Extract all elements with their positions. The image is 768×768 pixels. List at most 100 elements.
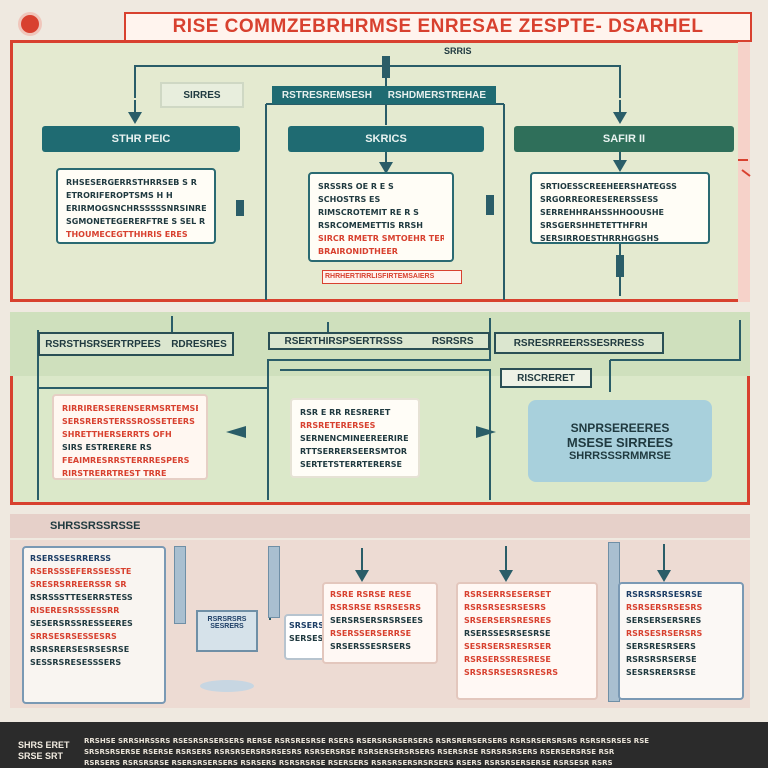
sec1-header-right: SAFIR II bbox=[514, 126, 734, 152]
sec3-card-d: RSRSERRSESERSET RSRSRSESRSESRS SRSERSERS… bbox=[456, 582, 598, 700]
card-line: SIRS ESTRERERE RS bbox=[62, 443, 152, 452]
sec1-center-label-a: RSTRESREMSESH bbox=[281, 89, 372, 101]
card-title: RSRE RSRSE RESE bbox=[330, 590, 412, 599]
sec1-card-center: SRSSRS OE R E S SCHOSTRS ES RIMSCROTEMIT… bbox=[308, 172, 454, 262]
sec1-header-center: SKRICS bbox=[288, 126, 484, 152]
card-line: SRTIOESSCREEHEERSHATEGSS bbox=[540, 182, 677, 191]
card-line: SRESRSRREERSSR SR bbox=[30, 580, 127, 589]
card-line: SERNENCMINEEREERIRE bbox=[300, 434, 409, 443]
footer-left: SHRS ERET bbox=[18, 740, 70, 750]
sec1-card-right: SRTIOESSCREEHEERSHATEGSS SRGORREORESERER… bbox=[530, 172, 710, 244]
sec2-strip-right: RSRESRREERSSESRRESS bbox=[494, 332, 664, 354]
sec2-strip-mid-a: RSERTHIRSPSERTRSSS bbox=[284, 335, 403, 347]
card-line: RSR E RR RESRERET bbox=[300, 408, 391, 417]
card-line: SERSERSERSRES bbox=[626, 616, 702, 625]
sec3-monitor-base bbox=[200, 680, 254, 692]
card-line: SIRCR RMETR SMTOEHR TER bbox=[318, 234, 444, 243]
card-line: SERSRESRSERS bbox=[626, 642, 696, 651]
card-line: RSRSERSRSESRS bbox=[626, 603, 703, 612]
footer-text-block: RRSHSE SRRSHRSSRS RSESRSRSERSERS RERSE R… bbox=[84, 736, 760, 768]
sec2-strip-left: RSRSTHSRSERTRPEES RDRESRES bbox=[38, 332, 234, 356]
card-line: RHSESERGERRSTHRRSEB S R bbox=[66, 178, 197, 187]
section-one-side-strip bbox=[738, 40, 750, 302]
card-line: SESERSRSSRESSEERES bbox=[30, 619, 133, 628]
card-line: RSRCOMEMETTIS RRSH bbox=[318, 221, 424, 230]
card-line: SERTETSTERRTERERSE bbox=[300, 460, 402, 469]
card-line: SRSGERSHHETETTHFRH bbox=[540, 221, 648, 230]
card-line: SRSSRS OE R E S bbox=[318, 182, 394, 191]
card-line: SESRERS bbox=[210, 623, 244, 630]
card-title: RSRSRSRSESRSE bbox=[626, 590, 703, 599]
card-line: SRSRSRSESRSRESRS bbox=[464, 668, 558, 677]
card-line: SESRSERSRESRSER bbox=[464, 642, 552, 651]
card-line: SERSRSERSRSRSEES bbox=[330, 616, 423, 625]
card-line: RSRSRSRSERSE bbox=[626, 655, 697, 664]
card-line: SHRETTHERSERRTS OFH bbox=[62, 430, 172, 439]
footer-line: RSRSERS RSRSRSRSE RSERSRSERSERS RSRSERS … bbox=[84, 759, 613, 767]
card-line: SHRRSSSRMMRSE bbox=[568, 449, 672, 462]
card-line: RSRSRSE RSRSESRS bbox=[330, 603, 422, 612]
card-line: SRSERSERSRESRES bbox=[464, 616, 552, 625]
page-title: RISE COMMZEBRHRMSE ENRESAE ZESPTE- DSARH… bbox=[172, 16, 704, 37]
card-line: RSRSRSESRSESRS bbox=[464, 603, 547, 612]
card-line: MSESE SIRREES bbox=[566, 434, 674, 450]
card-line: SRSERSSESRSERS bbox=[330, 642, 412, 651]
card-line: RIMSCROTEMIT RE R S bbox=[318, 208, 419, 217]
sec3-card-e: RSRSRSRSESRSE RSRSERSRSESRS SERSERSERSRE… bbox=[618, 582, 744, 700]
card-line: SERREHHRAHSSHHOOUSHE bbox=[540, 208, 665, 217]
sec1-header-left: STHR PEIC bbox=[42, 126, 240, 152]
sec2-card-right: SNPRSEREERES MSESE SIRREES SHRRSSSRMMRSE bbox=[528, 400, 712, 482]
card-line: SNPRSEREERES bbox=[570, 420, 670, 435]
card-line: FEAIMRESRRSTERRRESPERS bbox=[62, 456, 190, 465]
card-line: ERIRMOGSNCHRSSSSSNRSINRE bbox=[66, 204, 206, 213]
card-line: RTTSERRERSEERSMTOR bbox=[300, 447, 408, 456]
sec2-strip-middle: RSERTHIRSPSERTRSSS RSRSRS bbox=[268, 332, 490, 350]
card-line: RSERSSSEFERSSESSTE bbox=[30, 567, 132, 576]
card-title: RSRSERRSESERSET bbox=[464, 590, 551, 599]
card-line: SESSRSRESESSSERS bbox=[30, 658, 122, 667]
sec2-strip-left-b: RDRESRES bbox=[171, 338, 227, 350]
sec3-post-left bbox=[174, 546, 186, 624]
title-bar: RISE COMMZEBRHRMSE ENRESAE ZESPTE- DSARH… bbox=[124, 12, 752, 42]
footer: SHRS ERET SRSE SRT RRSHSE SRRSHRSSRS RSE… bbox=[0, 722, 768, 768]
card-line: SERSIRROESTHRRHGGSHS bbox=[540, 234, 659, 243]
card-line: ETRORIFEROPTSMS H H bbox=[66, 191, 173, 200]
card-line: SERSES bbox=[289, 634, 324, 643]
card-line: RIRRIRERSERENSERMSRTEMSE bbox=[62, 404, 198, 413]
card-line: RSRSERSSRESRESE bbox=[464, 655, 551, 664]
card-line: RSRSSSTTESERRSTESS bbox=[30, 593, 133, 602]
sec1-center-strip: RSTRESREMSESH RSHDMERSTREHAE bbox=[272, 86, 496, 104]
sec3-post-mid bbox=[268, 546, 280, 618]
footer-line: RRSHSE SRRSHRSSRS RSESRSRSERSERS RERSE R… bbox=[84, 737, 650, 745]
card-line: SESRSRERSRSE bbox=[626, 668, 696, 677]
card-line: BRAIRONIDTHEER bbox=[318, 247, 398, 256]
sec3-monitor: RSRSRSRS SESRERS bbox=[196, 610, 258, 652]
sec2-strip-left-a: RSRSTHSRSERTRPEES bbox=[45, 338, 161, 350]
card-line: SCHOSTRS ES bbox=[318, 195, 381, 204]
card-line: RISERESRSSSESSRR bbox=[30, 606, 120, 615]
card-line: RSERSSESRSESRSE bbox=[464, 629, 551, 638]
card-line: SRGORREORESERERSSESS bbox=[540, 195, 659, 204]
sec2-sub-label: RISCRERET bbox=[500, 368, 592, 388]
card-line: RSRSRERSESRSESRSE bbox=[30, 645, 130, 654]
card-line: RIRSTRERRTREST TRRE bbox=[62, 469, 167, 478]
card-title: RSERSSESRRERSS bbox=[30, 554, 112, 563]
card-line: SERSRERSTERSSROSSETEERS bbox=[62, 417, 195, 426]
sec2-strip-mid-b: RSRSRS bbox=[431, 335, 474, 347]
sec3-card-c: RSRE RSRSE RESE RSRSRSE RSRSESRS SERSRSE… bbox=[322, 582, 438, 664]
section-three-band bbox=[10, 514, 750, 538]
sec3-band-label: SHRSSRSSRSSE bbox=[50, 520, 141, 532]
card-line: RSRSESRSERSRS bbox=[626, 629, 703, 638]
logo-badge-icon bbox=[18, 12, 42, 36]
top-label: SRRIS bbox=[444, 46, 472, 56]
footer-line: SRSRSRSERSE RSERSE RSRSERS RSRSRSERSRSRS… bbox=[84, 748, 615, 756]
card-line: THOUMECEGTTHHRIS ERES bbox=[66, 230, 188, 239]
card-title: SRSERS bbox=[289, 621, 325, 630]
card-line: SGMONETEGERERFTRE S SEL R bbox=[66, 217, 206, 226]
card-line: RSERSSERSERRSE bbox=[330, 629, 412, 638]
sec1-left-label: SIRRES bbox=[160, 82, 244, 108]
sec1-center-label-b: RSHDMERSTREHAE bbox=[387, 89, 487, 101]
sec2-card-center: RSR E RR RESRERET RRSRETERERSES SERNENCM… bbox=[290, 398, 420, 478]
sec1-card-left: RHSESERGERRSTHRRSEB S R ETRORIFEROPTSMS … bbox=[56, 168, 216, 244]
